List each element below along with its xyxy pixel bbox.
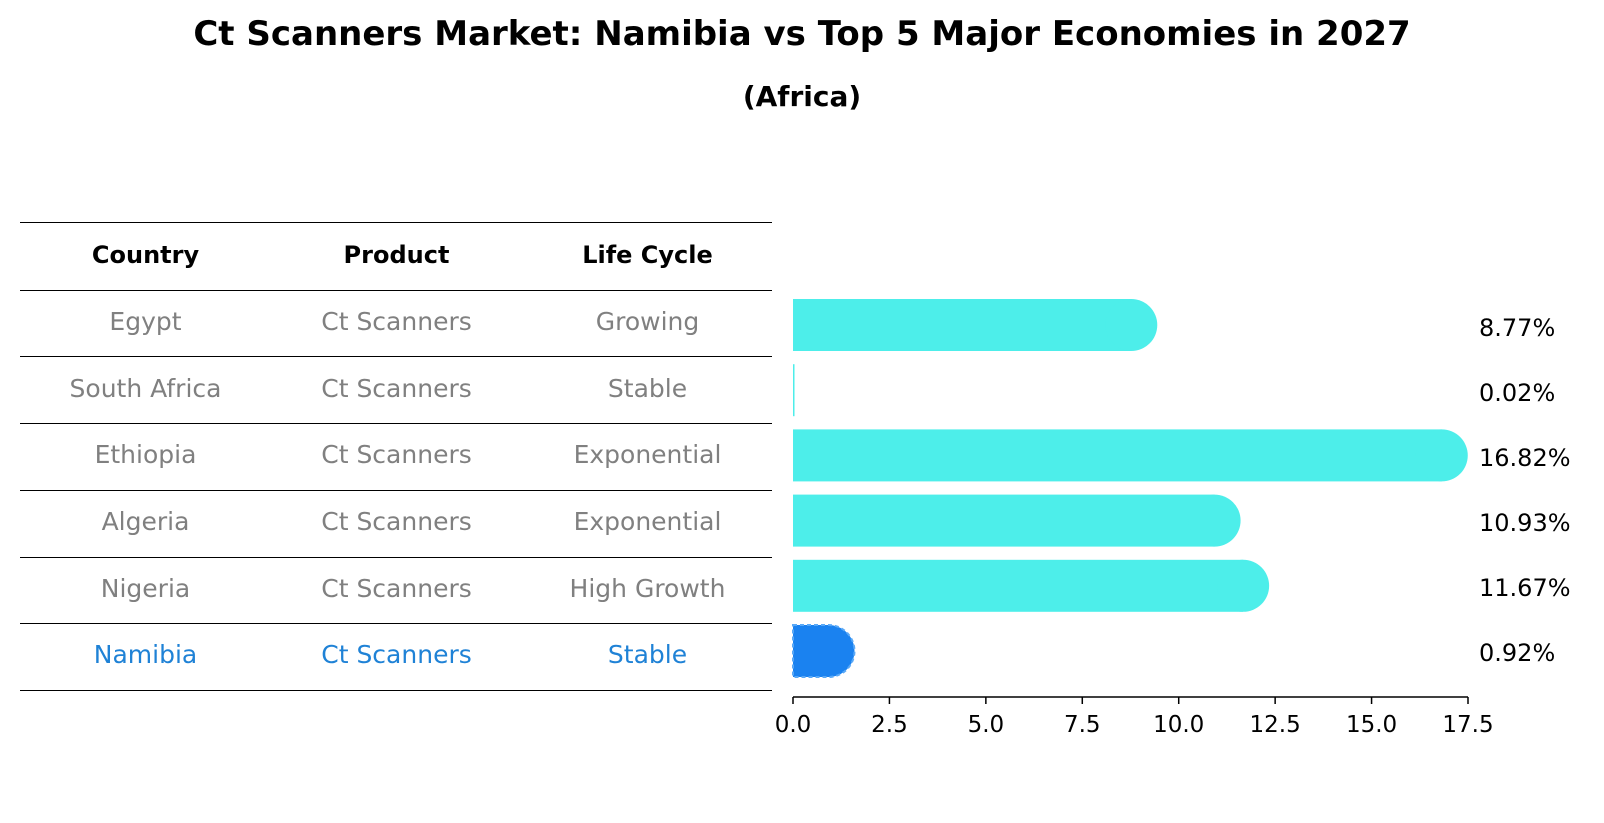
table-rule xyxy=(20,623,772,624)
header-country: Country xyxy=(91,241,200,269)
cell-life-cycle: Stable xyxy=(607,374,688,403)
x-tick-label: 7.5 xyxy=(1064,712,1101,738)
bar-highlight-outline xyxy=(792,624,856,678)
cell-product: Ct Scanners xyxy=(321,374,472,403)
x-tick-label: 0.0 xyxy=(775,712,812,738)
value-label: 10.93% xyxy=(1479,509,1571,537)
bar-cap xyxy=(1188,494,1241,547)
bar xyxy=(793,364,795,417)
bar-highlight xyxy=(792,624,856,678)
cell-life-cycle: Exponential xyxy=(573,507,722,536)
table-rule xyxy=(20,557,772,558)
bar xyxy=(793,299,1158,351)
cell-product: Ct Scanners xyxy=(321,440,472,469)
value-label: 16.82% xyxy=(1479,444,1571,472)
cell-country: Egypt xyxy=(109,307,182,336)
x-tick-label: 2.5 xyxy=(871,712,908,738)
bar-cap xyxy=(802,625,855,677)
bar xyxy=(793,559,1270,612)
cell-country: Algeria xyxy=(101,507,190,536)
x-tick-label: 10.0 xyxy=(1153,712,1204,738)
x-tick-label: 17.5 xyxy=(1442,712,1493,738)
header-life-cycle: Life Cycle xyxy=(582,241,713,269)
cell-life-cycle: Exponential xyxy=(573,440,722,469)
value-label: 8.77% xyxy=(1479,314,1556,342)
header-product: Product xyxy=(343,241,450,269)
table-rule xyxy=(20,290,772,291)
table-rule xyxy=(20,356,772,357)
table-rule xyxy=(20,490,772,491)
value-label: 0.92% xyxy=(1479,639,1556,667)
cell-life-cycle: Growing xyxy=(595,307,700,336)
cell-country: Nigeria xyxy=(100,574,191,603)
cell-country: Ethiopia xyxy=(94,440,197,469)
bar-body xyxy=(793,364,795,417)
bar xyxy=(793,494,1241,547)
bar-body xyxy=(793,299,1132,351)
value-label: 0.02% xyxy=(1479,379,1556,407)
cell-country-highlight: Namibia xyxy=(93,640,198,669)
bar-body xyxy=(793,494,1215,547)
cell-product-highlight: Ct Scanners xyxy=(321,640,472,669)
chart-subtitle: (Africa) xyxy=(742,80,862,113)
chart-title: Ct Scanners Market: Namibia vs Top 5 Maj… xyxy=(193,14,1411,54)
x-tick-label: 12.5 xyxy=(1250,712,1301,738)
bar-cap xyxy=(1415,429,1468,482)
bar-body xyxy=(793,559,1244,612)
table-rule xyxy=(20,690,772,691)
cell-product: Ct Scanners xyxy=(321,307,472,336)
cell-country: South Africa xyxy=(69,374,222,403)
table-rule xyxy=(20,222,772,223)
value-label: 11.67% xyxy=(1479,574,1571,602)
cell-life-cycle-highlight: Stable xyxy=(607,640,688,669)
bar-body xyxy=(793,429,1442,482)
x-tick-label: 5.0 xyxy=(968,712,1005,738)
bar-cap xyxy=(1105,299,1158,351)
cell-product: Ct Scanners xyxy=(321,507,472,536)
cell-product: Ct Scanners xyxy=(321,574,472,603)
bar xyxy=(793,429,1468,482)
bar-cap xyxy=(1217,559,1270,612)
x-tick-label: 15.0 xyxy=(1346,712,1397,738)
cell-life-cycle: High Growth xyxy=(569,574,726,603)
table-rule xyxy=(20,423,772,424)
